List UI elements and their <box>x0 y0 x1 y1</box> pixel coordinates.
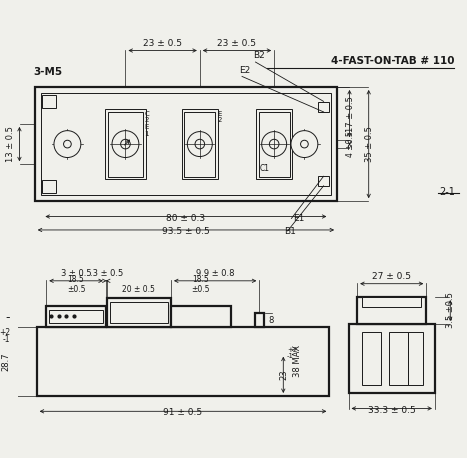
Bar <box>348 324 435 393</box>
Text: 23 ± 0.5: 23 ± 0.5 <box>143 38 182 48</box>
Text: -1: -1 <box>2 335 10 344</box>
Text: 33.3 ± 0.5: 33.3 ± 0.5 <box>368 405 416 414</box>
Text: 3.5 ±0.5: 3.5 ±0.5 <box>446 293 455 328</box>
Text: 17 ± 0.5: 17 ± 0.5 <box>346 96 354 131</box>
Bar <box>105 109 146 180</box>
Bar <box>256 109 292 180</box>
Text: .3 ± 0.5: .3 ± 0.5 <box>90 269 123 278</box>
Text: 23 ± 0.5: 23 ± 0.5 <box>218 38 256 48</box>
Text: E1: E1 <box>293 214 305 223</box>
Bar <box>389 332 408 385</box>
Text: E2: E2 <box>239 66 250 76</box>
Bar <box>318 102 329 112</box>
Text: C: C <box>145 110 149 117</box>
Text: 2-1: 2-1 <box>440 186 456 196</box>
Text: -1: -1 <box>287 353 294 359</box>
Text: 93.5 ± 0.5: 93.5 ± 0.5 <box>162 227 210 236</box>
Bar <box>255 313 264 327</box>
Text: 9.9 ± 0.8: 9.9 ± 0.8 <box>196 269 234 278</box>
Bar <box>108 112 143 177</box>
Text: 20 ± 0.5: 20 ± 0.5 <box>122 285 156 294</box>
Bar <box>110 302 168 323</box>
Text: C1: C1 <box>260 164 270 173</box>
Bar <box>42 95 56 108</box>
Bar <box>318 176 329 186</box>
Text: B1: B1 <box>284 227 296 236</box>
Bar <box>46 306 106 327</box>
Text: 18.5
±0.5: 18.5 ±0.5 <box>191 275 210 294</box>
Text: E: E <box>145 124 149 130</box>
Bar <box>362 332 381 385</box>
Bar <box>107 298 171 327</box>
Text: 3-M5: 3-M5 <box>33 67 62 77</box>
Text: B2: B2 <box>254 51 265 60</box>
Text: 1: 1 <box>145 131 149 137</box>
Text: 4 ±0.5: 4 ±0.5 <box>346 131 354 157</box>
Bar <box>408 332 424 385</box>
Text: 8: 8 <box>268 316 273 325</box>
Text: 23: 23 <box>279 370 289 380</box>
Bar <box>171 306 231 327</box>
Text: 28.7: 28.7 <box>2 352 11 371</box>
Bar <box>184 112 215 177</box>
Bar <box>357 297 426 324</box>
Text: 35 ± 0.5: 35 ± 0.5 <box>365 126 374 162</box>
Bar <box>49 310 103 323</box>
Text: +2: +2 <box>0 328 10 337</box>
Text: 18.5
±0.5: 18.5 ±0.5 <box>67 275 85 294</box>
Bar <box>37 327 329 396</box>
Text: 38 MAX: 38 MAX <box>293 345 302 377</box>
Bar <box>35 87 337 201</box>
Text: 13 ± 0.5: 13 ± 0.5 <box>6 126 14 162</box>
Text: 91 ± 0.5: 91 ± 0.5 <box>163 409 203 417</box>
Bar <box>41 93 331 196</box>
Text: 27 ± 0.5: 27 ± 0.5 <box>372 272 411 281</box>
Text: E: E <box>217 110 221 117</box>
Bar <box>259 112 290 177</box>
Text: 80 ± 0.3: 80 ± 0.3 <box>166 213 205 223</box>
Circle shape <box>291 131 318 158</box>
Text: 2: 2 <box>217 117 221 123</box>
Text: 2: 2 <box>145 117 149 123</box>
Text: -: - <box>6 311 10 324</box>
Text: 4-FAST-ON-TAB # 110: 4-FAST-ON-TAB # 110 <box>331 56 454 66</box>
Text: +2: +2 <box>287 347 297 353</box>
Bar <box>362 297 422 307</box>
Bar <box>182 109 218 180</box>
Text: 3 ± 0.5: 3 ± 0.5 <box>61 269 92 278</box>
Bar <box>42 180 56 193</box>
Circle shape <box>54 131 81 158</box>
